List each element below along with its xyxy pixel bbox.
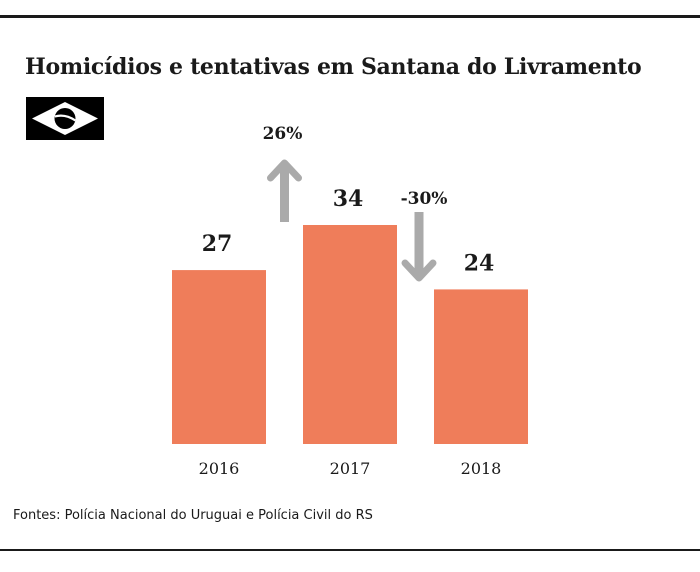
increase-arrow-head <box>267 159 302 182</box>
decrease-arrow-head <box>401 259 437 282</box>
change-label-increase: 26% <box>263 124 303 144</box>
bottom-rule <box>0 549 700 551</box>
brazil-flag-icon <box>26 97 104 140</box>
change-label-decrease: -30% <box>401 189 448 209</box>
source-note: Fontes: Polícia Nacional do Uruguai e Po… <box>13 508 373 523</box>
x-tick-label-2018: 2018 <box>461 459 502 478</box>
bar-2017 <box>303 225 397 444</box>
bar-2018 <box>434 289 528 444</box>
data-label-2018: 24 <box>464 250 495 276</box>
data-label-2017: 34 <box>333 186 364 212</box>
x-tick-label-2017: 2017 <box>330 459 371 478</box>
data-label-2016: 27 <box>202 231 233 257</box>
top-rule <box>0 15 700 18</box>
chart-title: Homicídios e tentativas em Santana do Li… <box>25 54 642 80</box>
x-tick-label-2016: 2016 <box>199 459 240 478</box>
bar-2016 <box>172 270 266 444</box>
